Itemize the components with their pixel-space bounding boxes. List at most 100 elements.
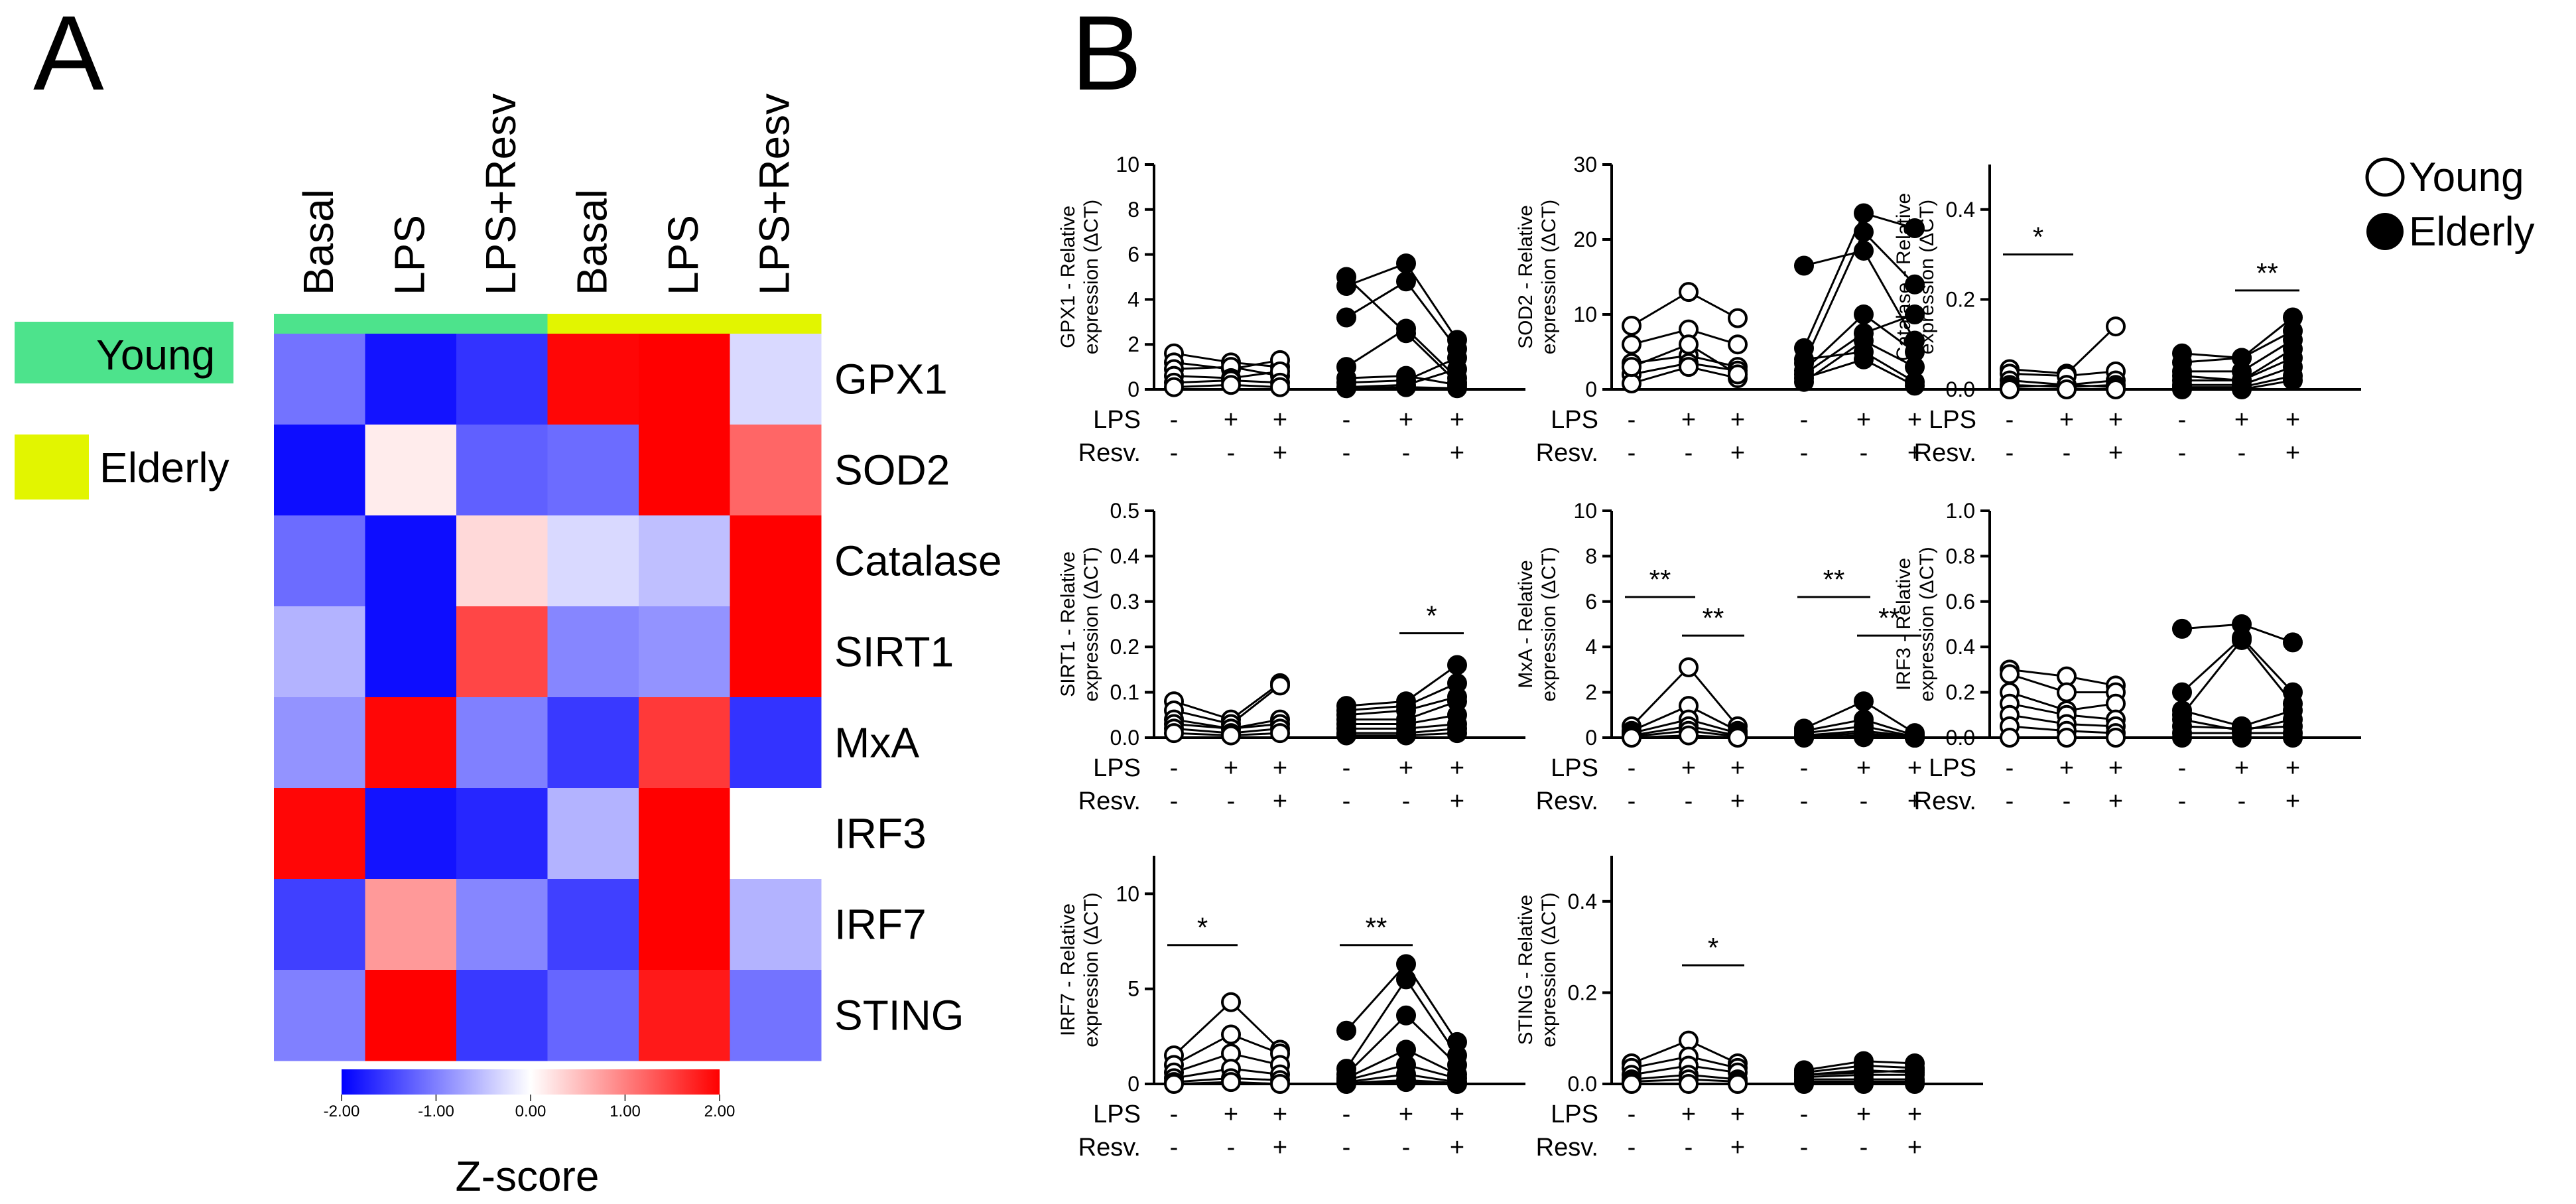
heatmap-group-bar bbox=[274, 314, 822, 334]
y-tick-label: 0 bbox=[1585, 377, 1597, 401]
lps-row-label: LPS bbox=[1551, 406, 1598, 434]
young-point bbox=[1728, 308, 1748, 328]
legend-elderly-label: Elderly bbox=[99, 444, 229, 492]
young-point bbox=[1622, 315, 1642, 336]
young-point bbox=[1728, 364, 1748, 385]
lps-condition: + bbox=[1273, 1101, 1287, 1128]
lps-condition: - bbox=[1628, 1101, 1636, 1128]
young-point bbox=[2000, 379, 2020, 399]
y-tick-label: 8 bbox=[1585, 544, 1597, 568]
lps-condition: + bbox=[1730, 406, 1745, 434]
lps-condition: - bbox=[1628, 754, 1636, 782]
resv-condition: + bbox=[1907, 787, 1922, 815]
legend-b-young-label: Young bbox=[2409, 155, 2524, 200]
heatmap-column-label: LPS bbox=[385, 215, 433, 295]
lps-condition: + bbox=[2234, 754, 2249, 782]
young-point bbox=[1164, 1074, 1184, 1094]
elderly-point bbox=[2283, 366, 2303, 386]
y-axis-label-line2: expression (ΔCT) bbox=[1080, 200, 1102, 354]
y-tick-label: 0.0 bbox=[1110, 726, 1139, 750]
heatmap-row-label: STING bbox=[834, 992, 964, 1039]
elderly-point bbox=[2172, 377, 2192, 397]
resv-row-label: Resv. bbox=[1536, 787, 1598, 815]
heatmap-column-label: LPS bbox=[659, 215, 707, 295]
lps-condition: + bbox=[1450, 406, 1464, 434]
lps-condition: + bbox=[1450, 754, 1464, 782]
resv-condition: + bbox=[1273, 787, 1287, 815]
y-axis-label-line1: IRF7 - Relative bbox=[1057, 903, 1079, 1036]
resv-condition: - bbox=[2063, 787, 2071, 815]
lps-condition: + bbox=[2286, 406, 2300, 434]
heatmap-cell bbox=[730, 606, 822, 698]
young-point bbox=[1622, 373, 1642, 393]
elderly-point bbox=[1905, 218, 1925, 239]
y-axis-label-line1: MxA - Relative bbox=[1515, 560, 1537, 688]
y-tick-label: 0.4 bbox=[1110, 544, 1139, 568]
heatmap-cell bbox=[365, 970, 457, 1061]
young-point bbox=[1728, 334, 1748, 355]
elderly-point bbox=[1794, 255, 1814, 276]
lps-condition: + bbox=[1907, 754, 1922, 782]
resv-condition: - bbox=[1227, 1134, 1236, 1162]
resv-row-label: Resv. bbox=[1078, 1134, 1141, 1162]
heatmap-row-label: Catalase bbox=[834, 537, 1002, 585]
resv-condition: - bbox=[2178, 439, 2187, 467]
heatmap-cell bbox=[456, 425, 548, 516]
lps-condition: + bbox=[1224, 406, 1238, 434]
lps-condition: - bbox=[1342, 754, 1351, 782]
y-tick-label: 0.2 bbox=[1110, 635, 1139, 659]
y-tick-label: 8 bbox=[1127, 198, 1139, 222]
y-tick-label: 4 bbox=[1585, 635, 1597, 659]
lps-condition: - bbox=[2006, 754, 2014, 782]
y-axis-label-line2: expression (ΔCT) bbox=[1916, 547, 1938, 701]
lps-condition: + bbox=[1681, 1101, 1696, 1128]
y-tick-label: 0.4 bbox=[1946, 198, 1975, 222]
y-tick-label: 10 bbox=[1116, 153, 1139, 176]
y-tick-label: 6 bbox=[1585, 590, 1597, 614]
heatmap-cell bbox=[730, 788, 822, 880]
elderly-point bbox=[2283, 632, 2303, 653]
colorbar-tick-label: -2.00 bbox=[324, 1103, 360, 1120]
elderly-point bbox=[1854, 691, 1874, 712]
lps-row-label: LPS bbox=[1093, 406, 1141, 434]
elderly-point bbox=[1854, 304, 1874, 324]
lps-row-label: LPS bbox=[1551, 1101, 1598, 1128]
significance-label: ** bbox=[1703, 602, 1724, 634]
elderly-point bbox=[1447, 378, 1467, 399]
young-point bbox=[1622, 1074, 1642, 1094]
lps-condition: + bbox=[2108, 406, 2123, 434]
elderly-point bbox=[2283, 728, 2303, 748]
significance-label: ** bbox=[1366, 912, 1387, 943]
lps-condition: + bbox=[2108, 754, 2123, 782]
resv-condition: + bbox=[2108, 787, 2123, 815]
lps-condition: - bbox=[2006, 406, 2014, 434]
heatmap-cell bbox=[274, 697, 365, 789]
young-point bbox=[2057, 379, 2077, 399]
y-axis-label-line2: expression (ΔCT) bbox=[1538, 892, 1560, 1047]
resv-condition: - bbox=[1342, 439, 1351, 467]
lps-condition: - bbox=[1170, 1101, 1179, 1128]
significance-label: * bbox=[1197, 912, 1208, 943]
young-point bbox=[1164, 723, 1184, 744]
young-point bbox=[1622, 334, 1642, 355]
heatmap-cells bbox=[274, 334, 822, 1061]
heatmap-cell bbox=[274, 970, 365, 1061]
elderly-point bbox=[1396, 271, 1416, 292]
heatmap-column-label: Basal bbox=[568, 189, 615, 295]
elderly-point bbox=[1905, 1060, 1925, 1081]
young-point bbox=[1221, 375, 1241, 395]
y-tick-label: 2 bbox=[1127, 332, 1139, 356]
heatmap-cell bbox=[639, 606, 730, 698]
elderly-point bbox=[2232, 630, 2252, 650]
young-point bbox=[1679, 357, 1699, 377]
resv-condition: - bbox=[1800, 1134, 1809, 1162]
young-point bbox=[1164, 377, 1184, 397]
y-tick-label: 0.2 bbox=[1946, 287, 1975, 311]
colorbar-tick-label: 0.00 bbox=[515, 1103, 547, 1120]
elderly-point bbox=[1794, 1065, 1814, 1085]
lps-row-label: LPS bbox=[1929, 754, 1976, 782]
y-tick-label: 0.2 bbox=[1568, 980, 1597, 1004]
